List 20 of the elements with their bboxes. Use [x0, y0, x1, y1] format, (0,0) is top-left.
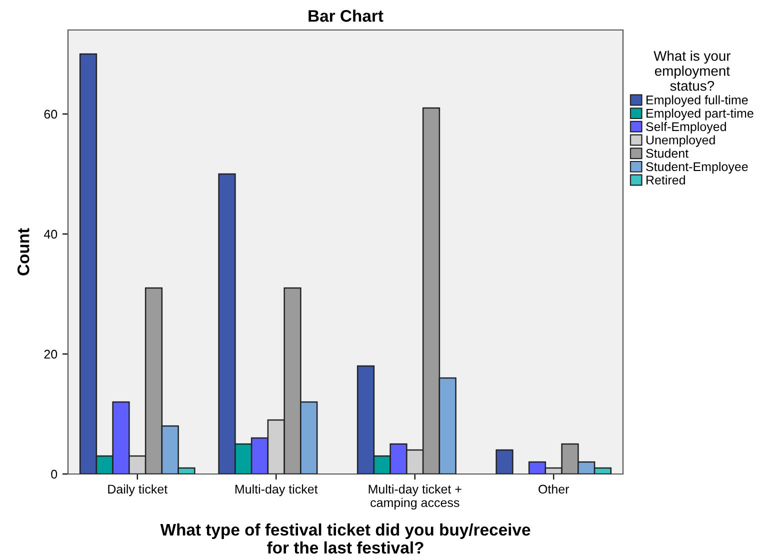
y-tick-label: 40	[44, 230, 58, 239]
x-tick-label: Daily ticket	[108, 484, 168, 496]
bar	[496, 449, 514, 474]
y-axis-title: Count	[17, 228, 30, 276]
legend-title: What is your employment status?	[654, 50, 731, 91]
legend-label: Self-Employed	[646, 122, 726, 134]
y-tick-label: 20	[44, 350, 58, 359]
x-tick-label: Multi-day ticket + camping access	[368, 484, 462, 510]
legend-label: Unemployed	[646, 135, 715, 147]
y-tick-label: 0	[51, 470, 58, 479]
y-tick-label: 60	[44, 110, 58, 119]
x-tick-label: Other	[538, 484, 570, 494]
chart-title: Bar Chart	[308, 10, 384, 22]
legend-label: Employed part-time	[646, 108, 754, 120]
x-tick-label: Multi-day ticket	[235, 484, 318, 496]
legend-label: Student-Employee	[646, 162, 748, 174]
legend-label: Employed full-time	[646, 95, 748, 107]
legend-label: Student	[646, 148, 688, 158]
x-axis-title: What type of festival ticket did you buy/receive for the last festival?	[160, 523, 530, 554]
legend-label: Retired	[646, 175, 685, 184]
